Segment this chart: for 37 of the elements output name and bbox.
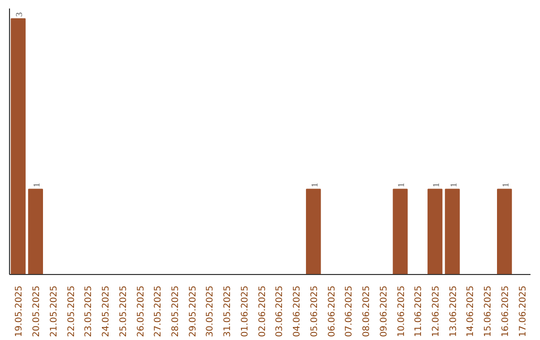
x-tick-label: 24.05.2025 (102, 286, 112, 338)
x-tick-label: 31.05.2025 (223, 286, 234, 338)
x-tick-label: 01.06.2025 (240, 286, 250, 338)
x-tick-label: 03.06.2025 (275, 286, 286, 338)
data-label: 1 (430, 182, 441, 188)
x-tick-label: 08.06.2025 (362, 286, 372, 338)
data-label: 1 (396, 182, 406, 188)
data-label: 1 (309, 182, 320, 188)
data-label: 1 (500, 182, 510, 188)
x-tick-label: 22.05.2025 (66, 286, 77, 338)
x-tick-label: 30.05.2025 (206, 286, 216, 338)
x-tick-label: 17.06.2025 (518, 286, 528, 338)
x-tick-label: 28.05.2025 (170, 286, 181, 338)
x-tick-label: 21.05.2025 (49, 286, 60, 338)
x-tick-label: 13.06.2025 (448, 286, 459, 338)
x-tick-label: 11.06.2025 (414, 286, 424, 338)
x-tick-label: 16.06.2025 (500, 286, 511, 338)
x-tick-label: 19.05.2025 (14, 286, 25, 338)
x-tick-label: 09.06.2025 (379, 286, 390, 338)
data-label: 1 (32, 182, 42, 188)
x-tick-label: 05.06.2025 (310, 286, 320, 338)
x-tick-label: 20.05.2025 (32, 286, 42, 338)
x-tick-label: 10.06.2025 (396, 286, 407, 338)
x-tick-label: 27.05.2025 (154, 286, 164, 338)
x-tick-label: 07.06.2025 (344, 286, 355, 338)
x-tick-label: 15.06.2025 (484, 286, 494, 338)
data-label: 1 (448, 182, 458, 188)
x-tick-label: 14.06.2025 (466, 286, 476, 338)
x-tick-label: 29.05.2025 (188, 286, 198, 338)
x-tick-label: 04.06.2025 (292, 286, 303, 338)
x-tick-label: 25.05.2025 (118, 286, 129, 338)
x-tick-label: 06.06.2025 (327, 286, 338, 338)
x-tick-label: 23.05.2025 (84, 286, 94, 338)
data-label: 3 (14, 12, 24, 17)
x-tick-label: 26.05.2025 (136, 286, 146, 338)
x-tick-label: 12.06.2025 (431, 286, 442, 338)
x-tick-label: 02.06.2025 (258, 286, 268, 338)
